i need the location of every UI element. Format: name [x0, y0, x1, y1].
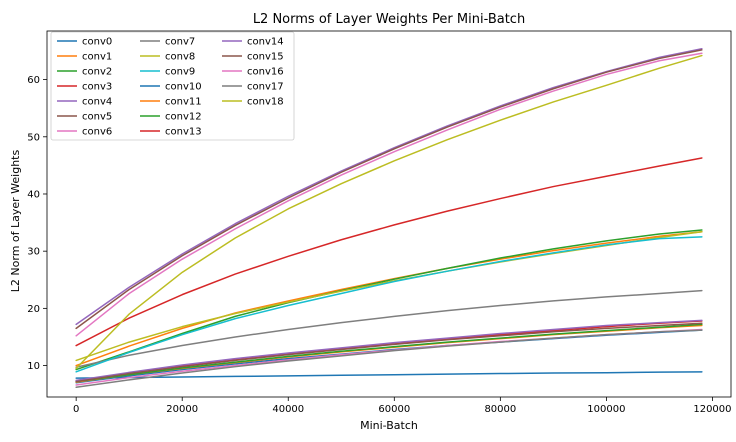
series-line-conv15: [75, 322, 703, 383]
legend-label-conv16: conv16: [247, 67, 284, 78]
y-tick-label: 30: [27, 247, 40, 258]
x-tick-label: 40000: [272, 404, 304, 415]
chart-title: L2 Norms of Layer Weights Per Mini-Batch: [253, 12, 525, 27]
y-tick-label: 20: [27, 304, 40, 315]
x-tick-label: 100000: [587, 404, 625, 415]
legend-label-conv13: conv13: [165, 127, 202, 138]
legend-label-conv8: conv8: [165, 52, 195, 63]
series-line-conv12: [75, 323, 703, 383]
legend-label-conv2: conv2: [82, 67, 112, 78]
y-tick-label: 60: [27, 75, 40, 86]
series-line-conv6: [75, 52, 703, 337]
y-axis-label: L2 Norm of Layer Weights: [9, 150, 22, 293]
legend-label-conv11: conv11: [165, 97, 202, 108]
legend-label-conv7: conv7: [165, 37, 195, 48]
x-tick-label: 60000: [378, 404, 410, 415]
series-line-conv5: [75, 49, 703, 330]
legend-label-conv18: conv18: [247, 97, 284, 108]
x-tick-label: 120000: [693, 404, 731, 415]
legend-label-conv6: conv6: [82, 127, 112, 138]
series-line-conv3: [75, 157, 703, 347]
legend-box: [50, 31, 295, 141]
legend: conv0 conv1 conv2 conv3 conv4 conv5 conv6 conv7…: [50, 31, 295, 141]
y-tick-label: 40: [27, 189, 40, 200]
series-line-conv18: [75, 54, 703, 370]
legend-label-conv9: conv9: [165, 67, 195, 78]
x-tick-label: 20000: [166, 404, 198, 415]
legend-label-conv12: conv12: [165, 112, 202, 123]
y-tick-label: 50: [27, 132, 40, 143]
x-axis-label: Mini-Batch: [360, 419, 418, 432]
legend-label-conv4: conv4: [82, 97, 112, 108]
series-lines: [75, 47, 703, 389]
legend-label-conv1: conv1: [82, 52, 112, 63]
x-tick-label: 0: [73, 404, 79, 415]
plot-area: 0 20000 40000 60000 80000 100000 120000 10 20 30 4…: [27, 30, 732, 415]
series-line-conv17: [75, 329, 703, 389]
legend-label-conv0: conv0: [82, 37, 112, 48]
axes-frame: [46, 30, 732, 398]
series-line-conv14: [75, 319, 703, 382]
legend-label-conv3: conv3: [82, 82, 112, 93]
legend-label-conv10: conv10: [165, 82, 202, 93]
legend-label-conv17: conv17: [247, 82, 284, 93]
legend-label-conv5: conv5: [82, 112, 112, 123]
series-line-conv0: [75, 371, 703, 379]
legend-label-conv15: conv15: [247, 52, 284, 63]
legend-label-conv14: conv14: [247, 37, 284, 48]
series-line-conv7: [75, 289, 703, 369]
series-line-conv9: [75, 236, 703, 373]
x-tick-label: 80000: [484, 404, 516, 415]
series-line-conv2: [75, 229, 703, 371]
series-line-conv8: [75, 230, 703, 362]
y-tick-label: 10: [27, 361, 40, 372]
